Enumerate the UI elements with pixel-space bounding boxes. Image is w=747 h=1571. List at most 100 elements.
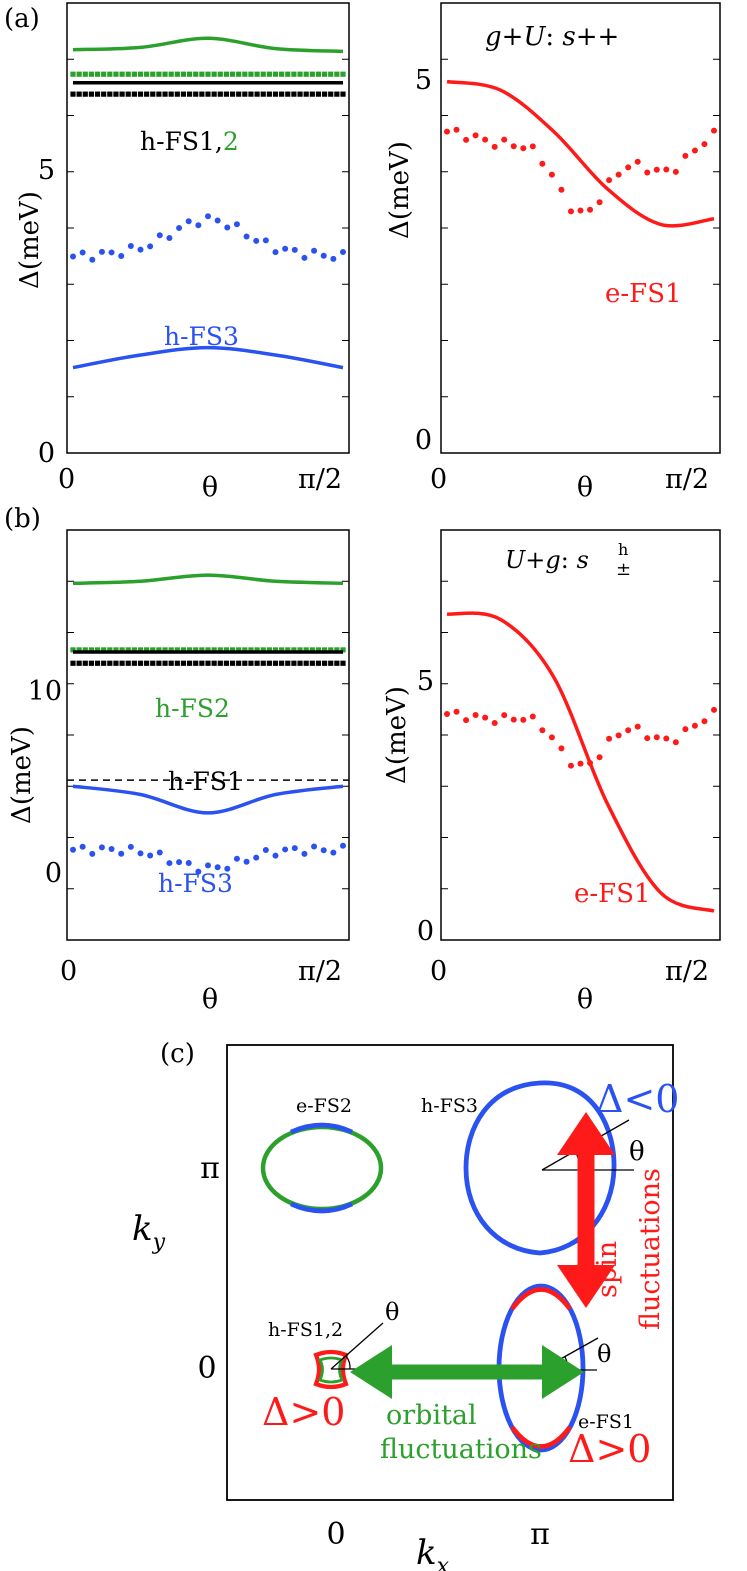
y-tick-pi: π <box>200 1151 220 1186</box>
series-dot-blue <box>282 245 289 252</box>
series-dot-green <box>144 647 150 653</box>
series-dot-green <box>223 71 230 77</box>
series-dot-blue <box>79 249 86 256</box>
x-tick-label: π/2 <box>298 464 342 495</box>
series-dot-red <box>634 158 641 165</box>
x-tick-pi: π <box>530 1517 550 1552</box>
series-dot-black <box>297 660 303 666</box>
e-fs2-pocket <box>260 1122 384 1214</box>
x-tick-label: π/2 <box>665 956 709 987</box>
series-dot-blue <box>195 222 202 229</box>
series-dot-black <box>168 91 174 97</box>
series-dot-blue <box>262 847 269 854</box>
h-fs3-label: h-FS3 <box>158 869 233 898</box>
series-dot-blue <box>262 237 269 244</box>
h-fs3-label: h-FS3 <box>164 322 239 351</box>
series-dot-green <box>291 71 297 77</box>
series-dot-green <box>119 647 125 653</box>
series-dot-blue <box>118 253 125 260</box>
spin-fluctuations-label: fluctuations <box>635 1168 666 1330</box>
series-dot-green <box>315 647 322 653</box>
spin-fluctuation-arrow <box>557 1112 615 1308</box>
series-line-green <box>72 573 344 586</box>
series-dot-green <box>328 647 334 653</box>
series-dot-red <box>606 735 613 742</box>
h-fs3-label: h-FS3 <box>421 1095 478 1117</box>
series-dot-black <box>70 660 76 666</box>
series-dot-black <box>144 91 150 97</box>
x-tick-label: π/2 <box>665 464 709 495</box>
series-dot-red <box>491 719 498 726</box>
series-dot-blue <box>330 849 337 856</box>
series-dot-green <box>150 647 156 653</box>
series-dot-blue <box>137 850 144 857</box>
series-dot-black <box>107 91 113 97</box>
series-dot-green <box>217 647 223 653</box>
x-tick-label: 0 <box>430 956 447 987</box>
panel-a-left: (a) 5 0 0 π/2 θ Δ(meV) h-FS1,2 h-FS3 <box>4 2 350 503</box>
series-dot-blue <box>108 845 115 852</box>
y-axis-label: Δ(meV) <box>15 191 45 289</box>
panel-c: (c) π 0 0 π ky kx e-FS2 h-FS3 θ Δ<0 <box>132 1039 679 1571</box>
series-dot-black <box>285 91 291 97</box>
y-tick-label: 10 <box>28 676 62 707</box>
series-dot-blue <box>156 849 163 856</box>
series-dot-black <box>193 660 199 666</box>
series-dot-green <box>279 647 285 653</box>
series-dot-red <box>463 717 470 724</box>
series-dot-blue <box>272 249 279 256</box>
series-dot-green <box>266 71 272 77</box>
series-dot-red <box>529 143 536 150</box>
series-dot-red <box>520 716 527 723</box>
series-dot-green <box>236 647 242 653</box>
series-dot-black <box>88 91 95 97</box>
series-dot-black <box>223 91 230 97</box>
series-dot-black <box>309 91 315 97</box>
series-dot-black <box>131 660 137 666</box>
series-dot-green <box>260 647 266 653</box>
series-dot-black <box>260 660 266 666</box>
series-dot-green <box>107 647 113 653</box>
kx-label: kx <box>416 1533 450 1571</box>
series-dot-red <box>501 712 508 719</box>
series-dot-red <box>577 207 584 214</box>
series-dot-green <box>101 71 107 77</box>
series-dot-black <box>242 91 248 97</box>
series-dot-blue <box>70 846 76 853</box>
y-tick-label: 0 <box>45 858 62 889</box>
series-dot-green <box>254 647 260 653</box>
plot-frame <box>440 2 721 454</box>
series-dot-black <box>303 660 309 666</box>
series-line-red <box>446 611 715 913</box>
y-tick-label: 0 <box>38 438 55 469</box>
series-dot-green <box>309 647 315 653</box>
chart-title: g+U: s++ <box>485 22 619 52</box>
series-dot-black <box>328 91 334 97</box>
delta-positive-label: Δ>0 <box>568 1427 651 1471</box>
series-dot-blue <box>70 253 76 260</box>
series-dot-black <box>211 660 217 666</box>
series-dot-red <box>634 723 641 730</box>
series-dot-black <box>236 91 242 97</box>
series-dot-blue <box>301 254 308 261</box>
series-dot-black <box>217 660 223 666</box>
series-dot-red <box>691 722 698 729</box>
series-dot-red <box>701 718 708 725</box>
series-dot-green <box>328 71 334 77</box>
series-dot-red <box>682 152 689 159</box>
ky-label: ky <box>132 1209 166 1255</box>
series-dot-black <box>186 660 193 666</box>
series-dot-red <box>663 735 670 742</box>
series-dot-red <box>711 127 717 134</box>
series-dot-green <box>125 647 131 653</box>
series-dot-green <box>119 71 125 77</box>
y-tick-label: 0 <box>417 916 434 947</box>
title-subscript: ± <box>616 559 631 580</box>
plot-frame <box>66 2 350 454</box>
series-dot-green <box>168 647 174 653</box>
panel-label-c: (c) <box>160 1039 195 1069</box>
series-dot-black <box>303 91 309 97</box>
series-dot-green <box>82 647 88 653</box>
series-dot-green <box>334 647 340 653</box>
